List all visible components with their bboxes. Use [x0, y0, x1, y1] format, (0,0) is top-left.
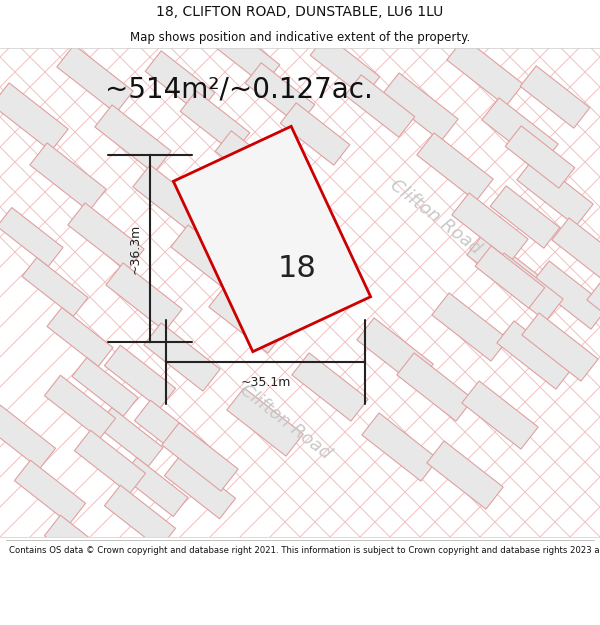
Polygon shape: [215, 131, 285, 193]
Polygon shape: [68, 203, 144, 271]
Polygon shape: [47, 308, 113, 366]
Polygon shape: [522, 313, 598, 381]
Polygon shape: [14, 460, 86, 524]
Polygon shape: [134, 400, 206, 464]
Text: ~514m²/~0.127ac.: ~514m²/~0.127ac.: [105, 75, 373, 103]
Polygon shape: [280, 103, 350, 165]
Polygon shape: [447, 38, 523, 106]
Polygon shape: [345, 75, 415, 137]
Polygon shape: [104, 485, 176, 549]
Polygon shape: [310, 35, 380, 97]
Polygon shape: [487, 253, 563, 321]
Polygon shape: [482, 98, 558, 166]
Polygon shape: [171, 225, 247, 293]
Polygon shape: [145, 51, 215, 113]
Polygon shape: [22, 258, 88, 316]
Text: 18, CLIFTON ROAD, DUNSTABLE, LU6 1LU: 18, CLIFTON ROAD, DUNSTABLE, LU6 1LU: [157, 5, 443, 19]
Text: Clifton Road: Clifton Road: [386, 176, 484, 258]
Polygon shape: [44, 515, 116, 579]
Polygon shape: [162, 423, 238, 491]
Polygon shape: [497, 321, 573, 389]
Polygon shape: [180, 91, 250, 153]
Polygon shape: [210, 23, 280, 85]
Polygon shape: [292, 353, 368, 421]
Polygon shape: [104, 345, 176, 409]
Polygon shape: [552, 218, 600, 286]
Text: ~36.3m: ~36.3m: [129, 223, 142, 274]
Text: 18: 18: [278, 254, 316, 284]
Polygon shape: [467, 233, 543, 301]
Polygon shape: [587, 278, 600, 346]
Polygon shape: [72, 357, 138, 416]
Polygon shape: [30, 143, 106, 211]
Text: Clifton Road: Clifton Road: [236, 381, 334, 463]
Polygon shape: [74, 430, 146, 494]
Text: Map shows position and indicative extent of the property.: Map shows position and indicative extent…: [130, 31, 470, 44]
Polygon shape: [475, 246, 545, 308]
Polygon shape: [505, 126, 575, 188]
Polygon shape: [106, 263, 182, 331]
Polygon shape: [209, 285, 285, 353]
Polygon shape: [417, 133, 493, 201]
Polygon shape: [532, 261, 600, 329]
Polygon shape: [275, 0, 345, 57]
Polygon shape: [427, 441, 503, 509]
Polygon shape: [164, 455, 236, 519]
Polygon shape: [44, 375, 116, 439]
Polygon shape: [490, 186, 560, 248]
Polygon shape: [0, 83, 68, 151]
Polygon shape: [95, 105, 171, 173]
Text: Contains OS data © Crown copyright and database right 2021. This information is : Contains OS data © Crown copyright and d…: [9, 546, 600, 555]
Polygon shape: [57, 45, 133, 113]
Polygon shape: [432, 293, 508, 361]
Polygon shape: [144, 323, 220, 391]
Polygon shape: [0, 405, 56, 469]
Polygon shape: [133, 165, 209, 233]
Polygon shape: [245, 63, 315, 125]
Polygon shape: [357, 318, 433, 386]
Polygon shape: [382, 73, 458, 141]
Polygon shape: [362, 413, 438, 481]
Polygon shape: [0, 208, 63, 266]
Polygon shape: [520, 66, 590, 128]
Polygon shape: [452, 193, 528, 261]
Polygon shape: [517, 158, 593, 226]
Polygon shape: [97, 408, 163, 466]
Polygon shape: [227, 388, 303, 456]
Polygon shape: [122, 458, 188, 516]
Text: ~35.1m: ~35.1m: [241, 376, 290, 389]
Polygon shape: [397, 353, 473, 421]
Polygon shape: [173, 126, 371, 352]
Polygon shape: [462, 381, 538, 449]
